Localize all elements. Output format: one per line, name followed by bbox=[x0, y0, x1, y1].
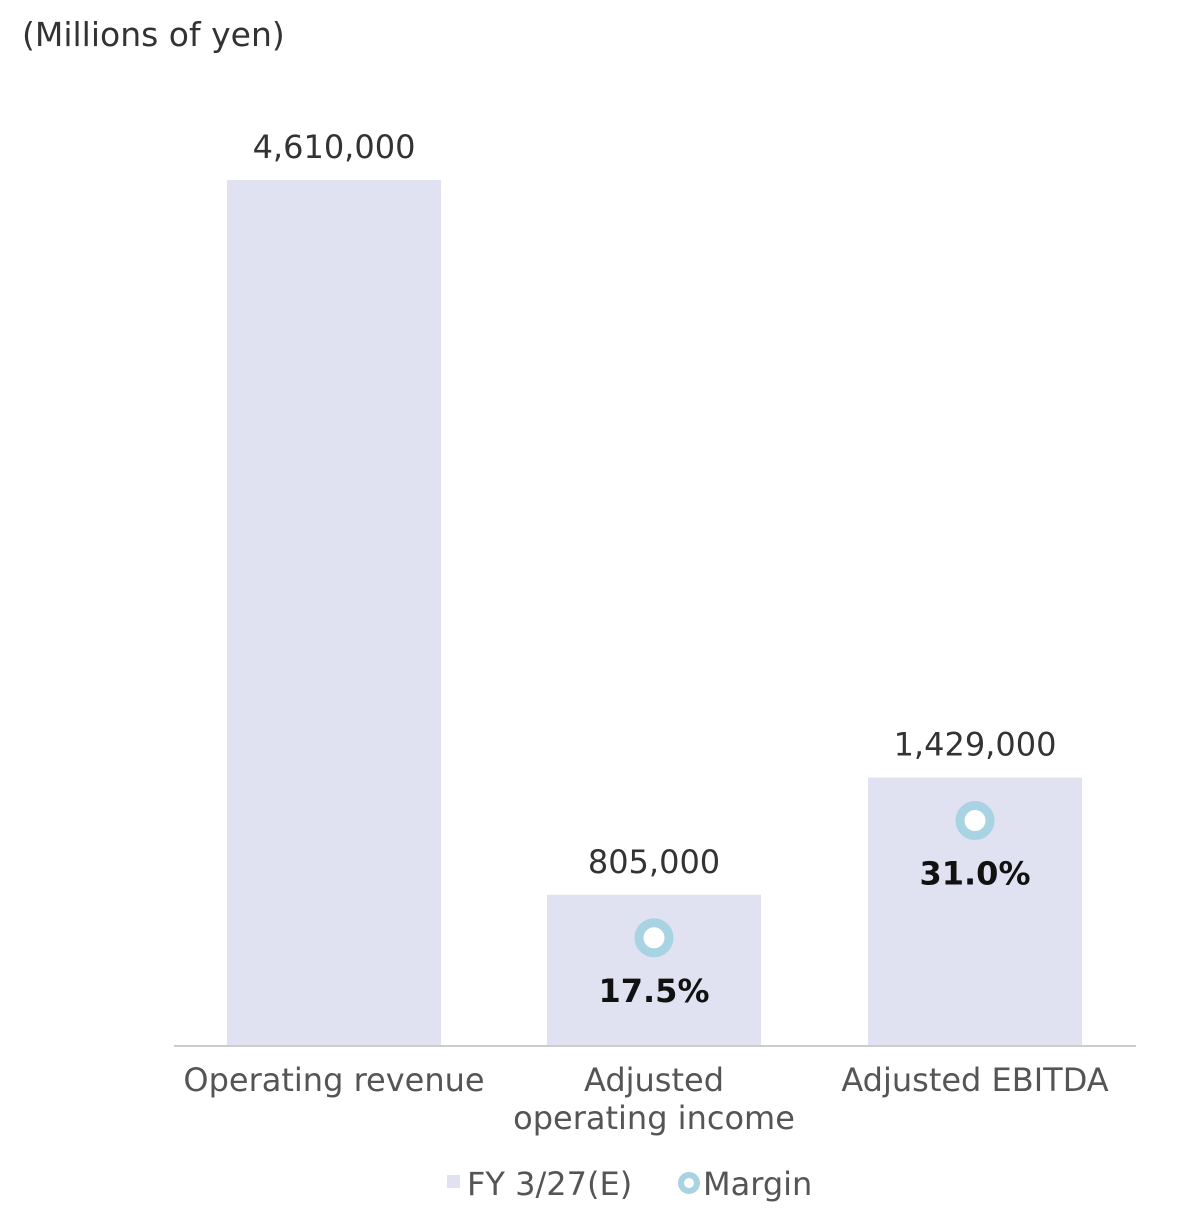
margin-marker-2 bbox=[955, 801, 995, 841]
bar-value-label-0: 4,610,000 bbox=[253, 128, 416, 166]
category-label-2-line-0: Adjusted EBITDA bbox=[841, 1061, 1108, 1099]
category-label-0-line-0: Operating revenue bbox=[183, 1061, 484, 1099]
bar-value-label-2: 1,429,000 bbox=[894, 726, 1057, 764]
legend-label-margin: Margin bbox=[703, 1165, 812, 1203]
legend: FY 3/27(E) Margin bbox=[447, 1165, 812, 1203]
legend-swatch-margin-icon bbox=[678, 1172, 700, 1194]
category-label-1-line-1: operating income bbox=[513, 1099, 795, 1137]
margin-label-1: 17.5% bbox=[598, 972, 709, 1010]
category-label-0: Operating revenue bbox=[183, 1061, 484, 1099]
category-label-1: Adjusted operating income bbox=[513, 1061, 795, 1137]
legend-label-bar: FY 3/27(E) bbox=[467, 1165, 632, 1203]
legend-swatch-bar bbox=[447, 1175, 460, 1188]
bar-0 bbox=[227, 180, 441, 1046]
bar-1 bbox=[547, 894, 761, 1046]
category-label-1-line-0: Adjusted bbox=[584, 1061, 724, 1099]
margin-marker-1 bbox=[634, 918, 674, 958]
category-label-2: Adjusted EBITDA bbox=[841, 1061, 1108, 1099]
bar-value-label-1: 805,000 bbox=[588, 843, 720, 881]
unit-label: (Millions of yen) bbox=[22, 15, 285, 54]
margin-label-2: 31.0% bbox=[919, 855, 1030, 893]
